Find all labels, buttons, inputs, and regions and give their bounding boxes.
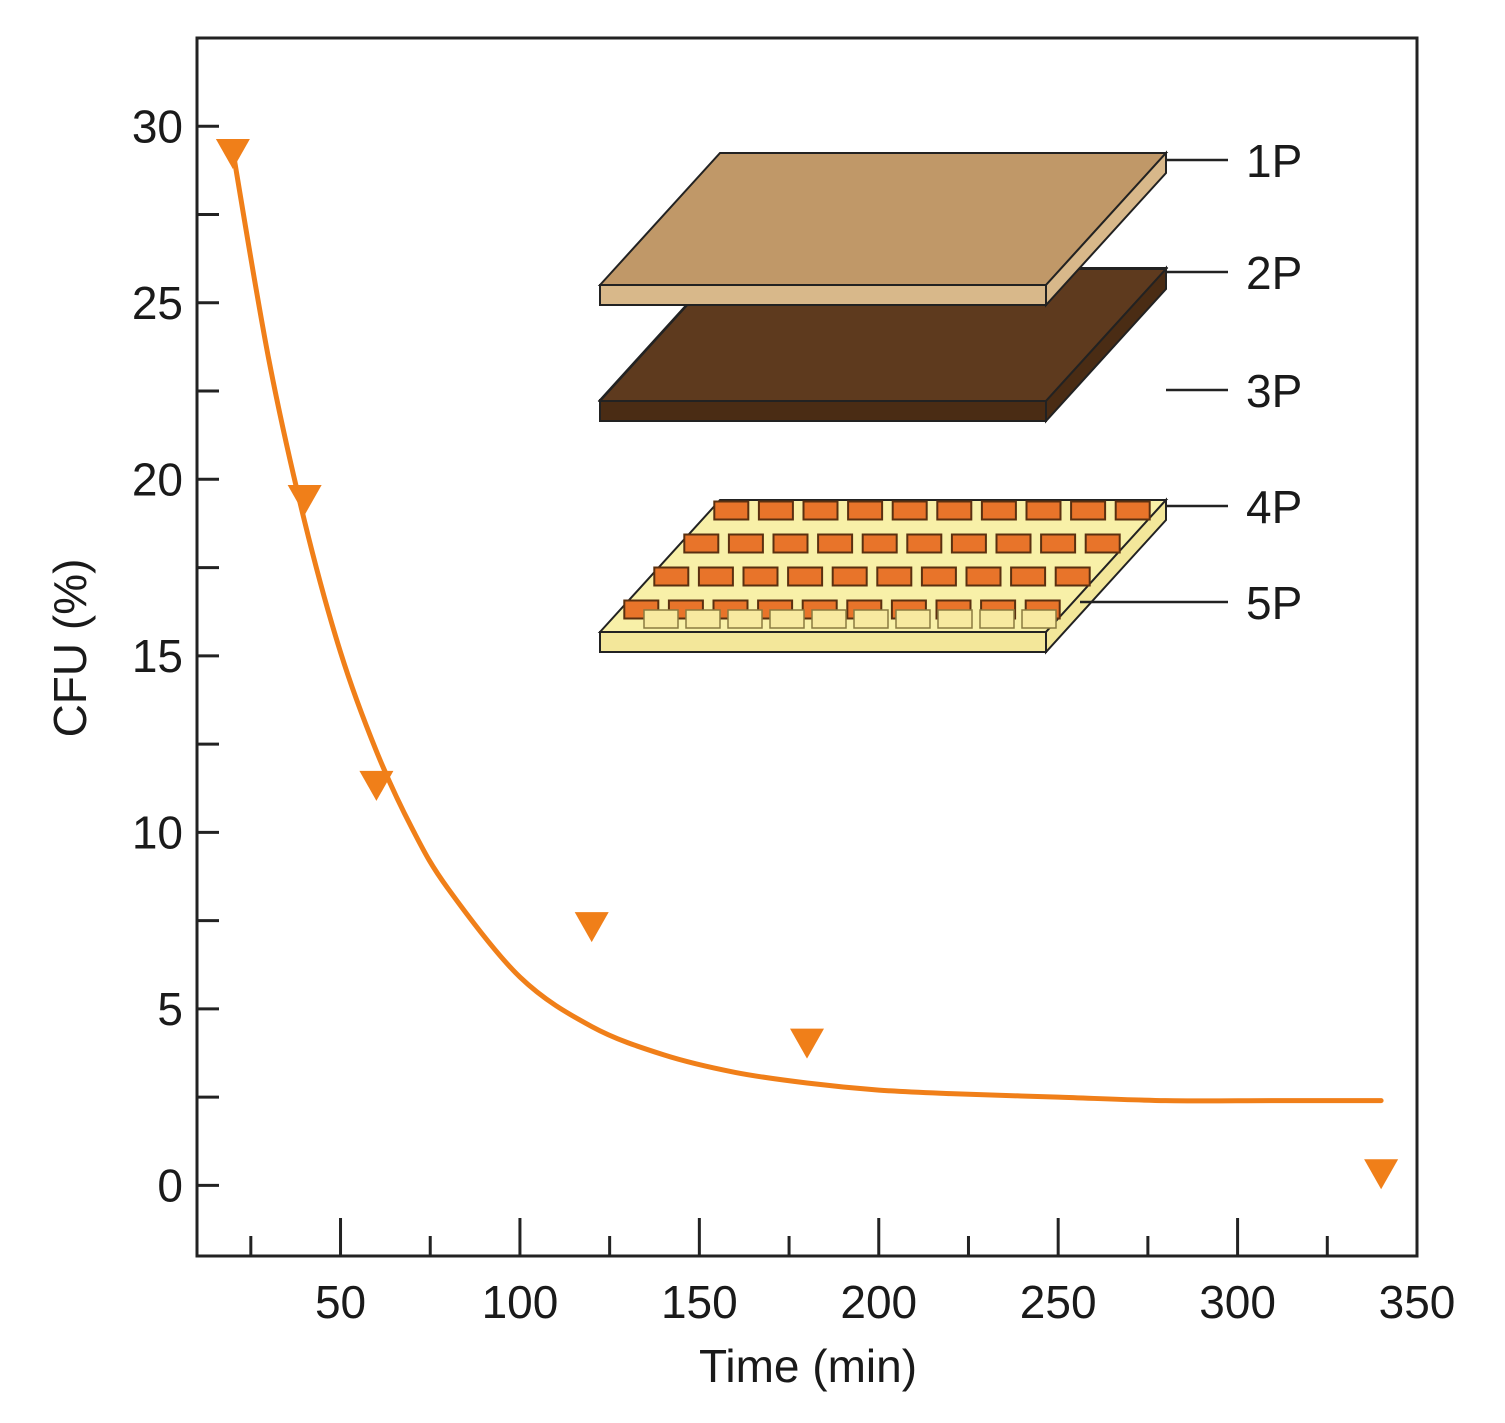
well-cell bbox=[936, 500, 973, 521]
x-axis: 50 100 150 200 250 300 350 bbox=[249, 1218, 1456, 1328]
layer-1p bbox=[597, 150, 1169, 308]
well-cell bbox=[817, 533, 854, 554]
y-tick-label: 5 bbox=[157, 983, 183, 1035]
well-cell bbox=[727, 533, 764, 554]
well-cell bbox=[891, 500, 928, 521]
plot-frame bbox=[195, 36, 1419, 1258]
well-cell bbox=[1114, 500, 1151, 521]
well-wall bbox=[937, 609, 973, 629]
well-cell bbox=[1084, 533, 1121, 554]
data-point bbox=[215, 138, 250, 169]
fit-curve bbox=[230, 148, 1384, 1104]
y-tick-label: 30 bbox=[132, 100, 183, 152]
well-wall bbox=[895, 609, 931, 629]
well-cell bbox=[906, 533, 943, 554]
well-cell bbox=[950, 533, 987, 554]
well-wall bbox=[1021, 609, 1057, 629]
x-axis-title: Time (min) bbox=[699, 1340, 917, 1392]
well-cell bbox=[980, 500, 1017, 521]
well-cell bbox=[787, 566, 824, 587]
well-cell bbox=[965, 566, 1002, 587]
well-cell bbox=[697, 566, 734, 587]
well-wall bbox=[853, 609, 889, 629]
well-cell bbox=[713, 500, 750, 521]
fit-curve-layer bbox=[230, 148, 1384, 1104]
well-cell bbox=[920, 566, 957, 587]
well-cell bbox=[995, 533, 1032, 554]
x-tick-label: 250 bbox=[1020, 1276, 1097, 1328]
layer-label: 2P bbox=[1246, 247, 1302, 299]
well-cell bbox=[772, 533, 809, 554]
well-cell bbox=[1070, 500, 1107, 521]
layer-5p bbox=[597, 497, 1169, 655]
x-tick-label: 300 bbox=[1199, 1276, 1276, 1328]
y-axis: 0 5 10 15 20 25 30 bbox=[132, 100, 219, 1211]
well-cell bbox=[831, 566, 868, 587]
layer-stack-inset: 1P 2P 3P 4P 5P bbox=[597, 135, 1302, 655]
y-tick-label: 10 bbox=[132, 806, 183, 858]
x-tick-label: 150 bbox=[661, 1276, 738, 1328]
data-point bbox=[1364, 1159, 1399, 1190]
well-cell bbox=[876, 566, 913, 587]
y-tick-label: 25 bbox=[132, 277, 183, 329]
well-wall bbox=[979, 609, 1015, 629]
data-point bbox=[574, 912, 609, 943]
well-cell bbox=[861, 533, 898, 554]
y-axis-title: CFU (%) bbox=[44, 559, 96, 738]
well-cell bbox=[757, 500, 794, 521]
well-wall bbox=[643, 609, 679, 629]
y-tick-label: 20 bbox=[132, 453, 183, 505]
well-wall bbox=[685, 609, 721, 629]
well-cell bbox=[742, 566, 779, 587]
well-cell bbox=[683, 533, 720, 554]
x-tick-label: 350 bbox=[1379, 1276, 1456, 1328]
well-cell bbox=[802, 500, 839, 521]
layer-label: 1P bbox=[1246, 135, 1302, 187]
well-cell bbox=[1054, 566, 1091, 587]
data-point bbox=[359, 770, 394, 801]
layer-label: 3P bbox=[1246, 365, 1302, 417]
x-tick-label: 100 bbox=[482, 1276, 559, 1328]
x-tick-label: 50 bbox=[315, 1276, 366, 1328]
data-point bbox=[790, 1028, 824, 1059]
well-wall bbox=[727, 609, 763, 629]
well-wall bbox=[811, 609, 847, 629]
layer-label: 4P bbox=[1246, 481, 1302, 533]
well-cell bbox=[1040, 533, 1077, 554]
well-cell bbox=[653, 566, 690, 587]
x-tick-label: 200 bbox=[840, 1276, 917, 1328]
well-wall bbox=[769, 609, 805, 629]
layer-label: 5P bbox=[1246, 577, 1302, 629]
well-cell bbox=[1010, 566, 1047, 587]
well-cell bbox=[1025, 500, 1062, 521]
well-cell bbox=[847, 500, 884, 521]
y-tick-label: 15 bbox=[132, 630, 183, 682]
y-tick-label: 0 bbox=[157, 1159, 183, 1211]
data-point bbox=[287, 484, 322, 515]
data-points-layer bbox=[215, 138, 1399, 1190]
